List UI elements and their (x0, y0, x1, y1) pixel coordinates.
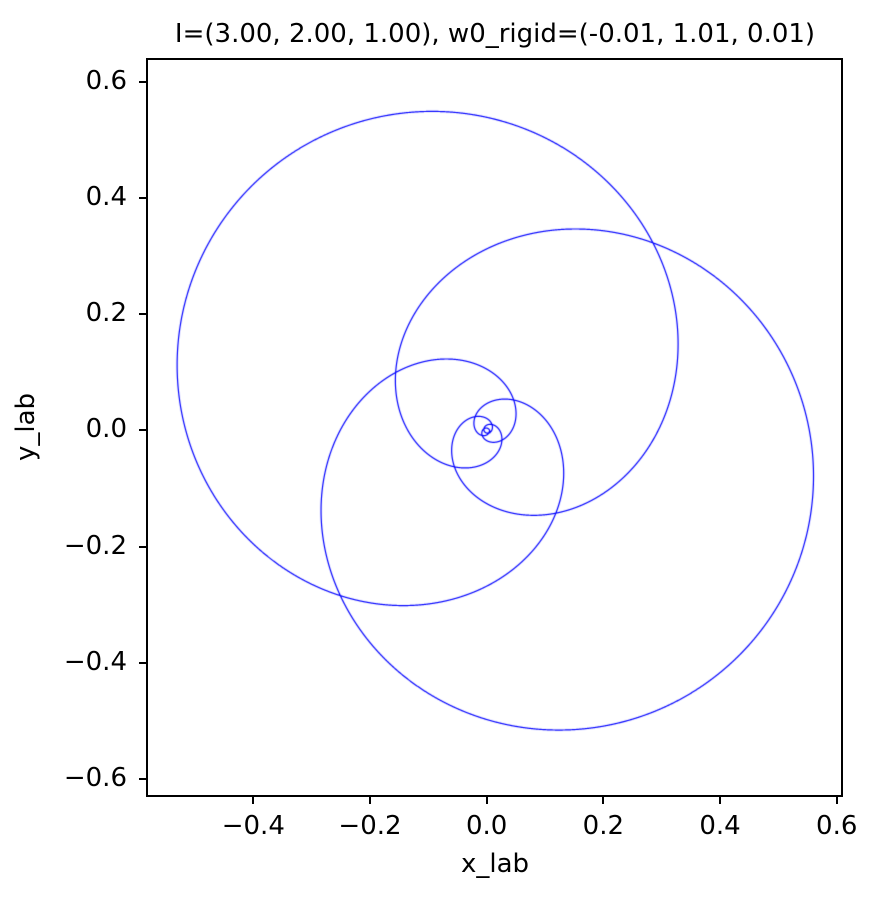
x-tick (719, 797, 722, 804)
y-tick-label: 0.4 (85, 182, 127, 213)
y-tick-label: −0.6 (63, 763, 127, 794)
x-tick (835, 797, 838, 804)
y-tick (139, 197, 146, 200)
plot-area (146, 58, 843, 797)
y-tick-label: −0.4 (63, 646, 127, 677)
y-tick-label: −0.2 (63, 530, 127, 561)
y-tick-label: 0.6 (85, 66, 127, 97)
x-tick (602, 797, 605, 804)
trajectory-curve (148, 60, 841, 795)
x-axis-label: x_lab (460, 849, 530, 879)
y-tick (139, 777, 146, 780)
chart-title: I=(3.00, 2.00, 1.00), w0_rigid=(-0.01, 1… (174, 19, 816, 49)
x-tick-label: −0.4 (221, 811, 285, 841)
x-tick (252, 797, 255, 804)
x-tick (485, 797, 488, 804)
y-tick-label: 0.2 (85, 298, 127, 329)
x-tick-label: 0.0 (465, 811, 508, 841)
y-tick (139, 81, 146, 83)
y-axis-label: y_lab (11, 392, 41, 462)
x-tick-label: 0.2 (582, 811, 625, 841)
x-tick-label: 0.6 (816, 811, 858, 841)
y-tick (139, 313, 146, 316)
y-tick-label: 0.0 (85, 414, 127, 445)
y-tick (139, 429, 146, 432)
x-tick-label: 0.4 (699, 811, 741, 841)
y-tick (139, 661, 146, 664)
x-tick (368, 797, 371, 804)
y-tick (139, 545, 146, 548)
x-tick-label: −0.2 (338, 811, 402, 841)
